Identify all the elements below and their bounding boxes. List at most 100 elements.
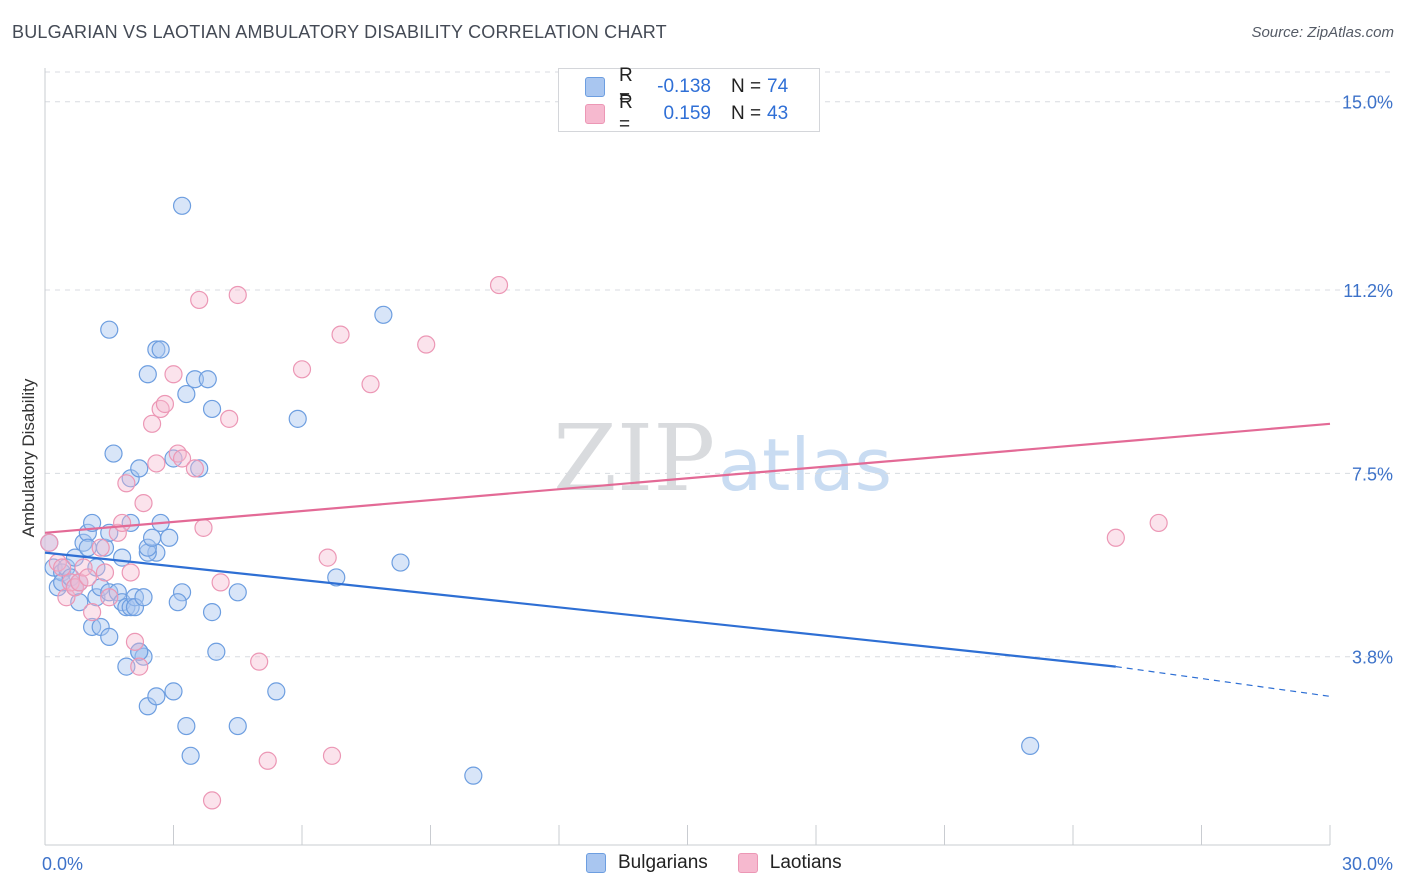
legend-label-bulgarians: Bulgarians (618, 852, 708, 873)
data-point-laotian (142, 414, 162, 433)
r-label: R = (619, 92, 633, 135)
data-point-bulgarian (130, 642, 149, 661)
data-point-bulgarian (83, 513, 102, 533)
gridlines (45, 71, 1395, 658)
data-point-bulgarian (391, 553, 410, 572)
data-point-laotian (74, 558, 93, 577)
data-point-laotian (40, 533, 59, 552)
correlation-legend: R = -0.138 N = 74 R = 0.159 N = 43 (558, 65, 820, 135)
data-point-bulgarian (130, 459, 149, 478)
data-point-laotian (250, 652, 269, 671)
y-tick-label: 11.2% (1343, 281, 1393, 301)
legend-swatch-pink (585, 104, 605, 124)
data-point-bulgarian (151, 340, 170, 359)
data-point-laotian (322, 746, 342, 765)
data-point-laotian (220, 409, 239, 428)
data-point-laotian (121, 563, 140, 582)
data-point-bulgarian (190, 459, 209, 478)
legend-item-bulgarians[interactable]: Bulgarians (586, 852, 708, 874)
data-point-bulgarian (288, 409, 307, 428)
data-point-bulgarian (100, 627, 119, 646)
data-point-bulgarian (160, 528, 179, 547)
data-point-bulgarian (138, 543, 157, 562)
data-point-bulgarian (1021, 736, 1040, 755)
data-point-laotian (134, 493, 153, 513)
data-point-bulgarian (181, 746, 200, 765)
data-point-bulgarian (168, 593, 187, 612)
legend-row-bulgarians: R = -0.138 N = 74 (585, 65, 788, 108)
legend-item-laotians[interactable]: Laotians (737, 852, 842, 874)
legend-swatch-blue (586, 853, 606, 873)
data-point-laotian (228, 285, 247, 305)
data-point-bulgarian (117, 657, 136, 676)
n-label: N = (731, 103, 762, 124)
data-point-laotian (78, 568, 97, 587)
data-point-laotian (258, 751, 277, 770)
legend-row-laotians: R = 0.159 N = 43 (585, 92, 789, 135)
data-point-laotian (125, 632, 145, 651)
data-point-bulgarian (327, 568, 346, 587)
legend-swatch-pink (737, 853, 758, 873)
data-point-laotian (190, 290, 209, 310)
data-point-laotian (112, 513, 132, 533)
data-point-bulgarian (172, 196, 192, 215)
data-point-bulgarian (228, 583, 247, 602)
data-point-laotian (172, 449, 192, 468)
data-point-bulgarian (464, 766, 483, 785)
data-point-bulgarian (267, 682, 286, 701)
series-legend: Bulgarians Laotians (586, 852, 872, 874)
data-point-laotian (100, 588, 119, 607)
watermark-atlas: atlas (718, 423, 892, 507)
legend-swatch-blue (585, 77, 605, 97)
data-point-laotian (318, 548, 337, 567)
data-point-bulgarian (112, 548, 132, 567)
series-bulgarians (40, 196, 1040, 785)
data-point-bulgarian (228, 716, 247, 736)
r-value: -0.138 (657, 76, 711, 97)
data-point-bulgarian (374, 305, 393, 324)
x-tick-label: 0.0% (42, 854, 83, 874)
data-point-laotian (417, 335, 436, 354)
n-label: N = (731, 76, 762, 97)
data-point-bulgarian (185, 370, 205, 389)
r-value: 0.159 (663, 103, 711, 124)
data-point-laotian (211, 573, 230, 592)
data-point-laotian (1106, 528, 1125, 547)
watermark-zip: ZIP (553, 405, 715, 512)
data-point-bulgarian (202, 603, 222, 622)
y-tick-label: 7.5% (1352, 464, 1393, 484)
data-point-laotian (292, 360, 312, 379)
watermark: ZIP atlas (553, 405, 892, 512)
x-tick-label: 30.0% (1342, 854, 1393, 874)
tick-labels: 3.8% 7.5% 11.2% 15.0% 0.0% 30.0% (42, 93, 1393, 874)
series-laotians (40, 275, 1168, 810)
y-tick-label: 3.8% (1352, 648, 1393, 668)
data-point-bulgarian (108, 583, 127, 602)
data-point-bulgarian (104, 444, 123, 463)
data-point-laotian (130, 657, 149, 676)
r-label: R = (619, 65, 633, 108)
legend-label-laotians: Laotians (769, 852, 842, 873)
data-point-bulgarian (164, 682, 183, 701)
data-point-bulgarian (198, 370, 217, 389)
data-point-laotian (361, 375, 380, 394)
data-point-bulgarian (138, 365, 157, 384)
data-point-laotian (164, 365, 183, 384)
axes (44, 68, 1331, 846)
data-point-bulgarian (147, 340, 166, 359)
data-point-laotian (91, 538, 110, 557)
data-point-laotian (70, 573, 89, 592)
data-point-bulgarian (100, 320, 119, 339)
y-axis-label: Ambulatory Disability (19, 378, 38, 537)
data-point-laotian (194, 518, 213, 537)
data-point-laotian (95, 563, 115, 582)
data-point-bulgarian (172, 583, 192, 602)
data-point-bulgarian (138, 538, 157, 557)
data-point-bulgarian (147, 687, 166, 706)
data-point-bulgarian (95, 538, 115, 557)
data-point-bulgarian (207, 642, 226, 661)
data-point-laotian (147, 454, 166, 473)
data-point-bulgarian (177, 716, 196, 736)
n-value: 43 (767, 103, 789, 124)
